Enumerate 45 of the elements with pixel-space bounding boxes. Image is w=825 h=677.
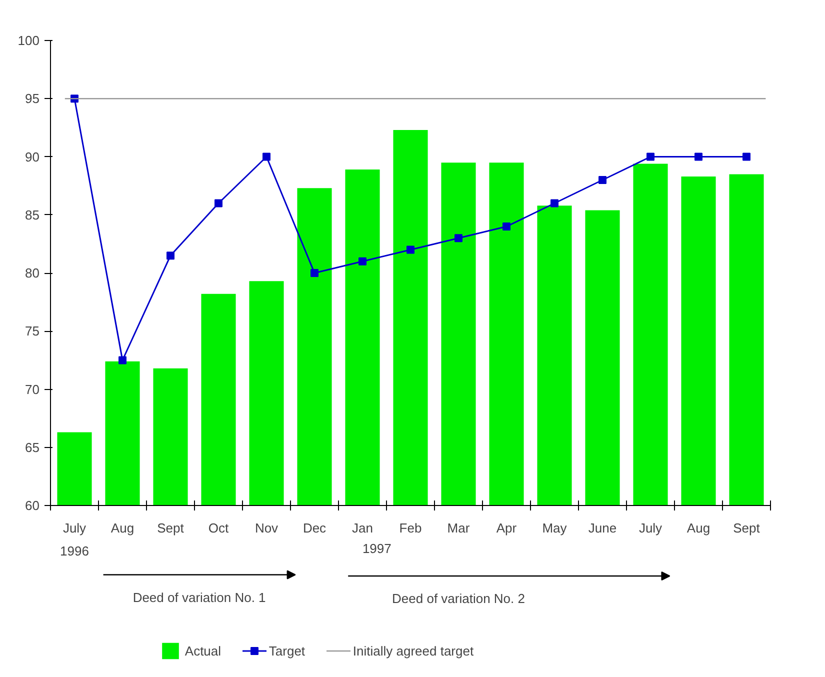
x-tick-label: Oct bbox=[208, 520, 229, 536]
x-tick-label: July bbox=[638, 520, 663, 536]
x-tick-label: Aug bbox=[686, 520, 710, 536]
point bbox=[118, 356, 126, 364]
x-tick-label: Dec bbox=[302, 520, 327, 536]
x-tick-label: Jan bbox=[352, 520, 373, 536]
x-tick-label: Apr bbox=[496, 520, 518, 536]
x-tick-label: Mar bbox=[447, 520, 470, 536]
y-tick-label: 70 bbox=[25, 382, 40, 397]
y-tick-label: 100 bbox=[18, 33, 40, 48]
point bbox=[694, 152, 702, 161]
y-tick-label: 75 bbox=[25, 324, 40, 339]
text: Deed of variation No. 2 bbox=[392, 591, 525, 606]
x-tick-label: July bbox=[62, 520, 87, 536]
x-tick-label: Nov bbox=[254, 520, 279, 536]
point bbox=[598, 176, 606, 184]
x-tick-label: Sept bbox=[157, 520, 184, 536]
point bbox=[454, 234, 462, 242]
x-tick-label: Feb bbox=[399, 520, 422, 536]
point bbox=[262, 152, 270, 161]
point bbox=[358, 257, 366, 266]
y-tick-label: 65 bbox=[25, 440, 40, 455]
y-tick-label: 90 bbox=[25, 149, 40, 164]
legend-label: Actual bbox=[184, 644, 222, 658]
y-tick-label: 85 bbox=[25, 207, 40, 222]
x-tick-label: May bbox=[542, 520, 568, 536]
point bbox=[214, 199, 222, 208]
x-tick-label: Aug bbox=[110, 520, 134, 536]
point bbox=[550, 199, 558, 208]
point bbox=[502, 222, 510, 230]
text: 1997 bbox=[362, 541, 392, 556]
point bbox=[406, 246, 414, 254]
point bbox=[166, 252, 174, 260]
point bbox=[646, 152, 654, 161]
y-tick-label: 60 bbox=[25, 498, 40, 513]
text: Deed of variation No. 1 bbox=[132, 590, 266, 605]
y-tick-label: 95 bbox=[25, 91, 40, 106]
point bbox=[742, 152, 750, 161]
y-tick-label: 80 bbox=[25, 266, 40, 280]
legend-label: Target bbox=[268, 644, 306, 658]
text: 1996 bbox=[60, 544, 89, 558]
point bbox=[310, 269, 318, 277]
x-tick-label: Sept bbox=[733, 520, 760, 536]
legend-label: Initially agreed target bbox=[352, 644, 474, 658]
x-tick-label: June bbox=[588, 520, 617, 536]
